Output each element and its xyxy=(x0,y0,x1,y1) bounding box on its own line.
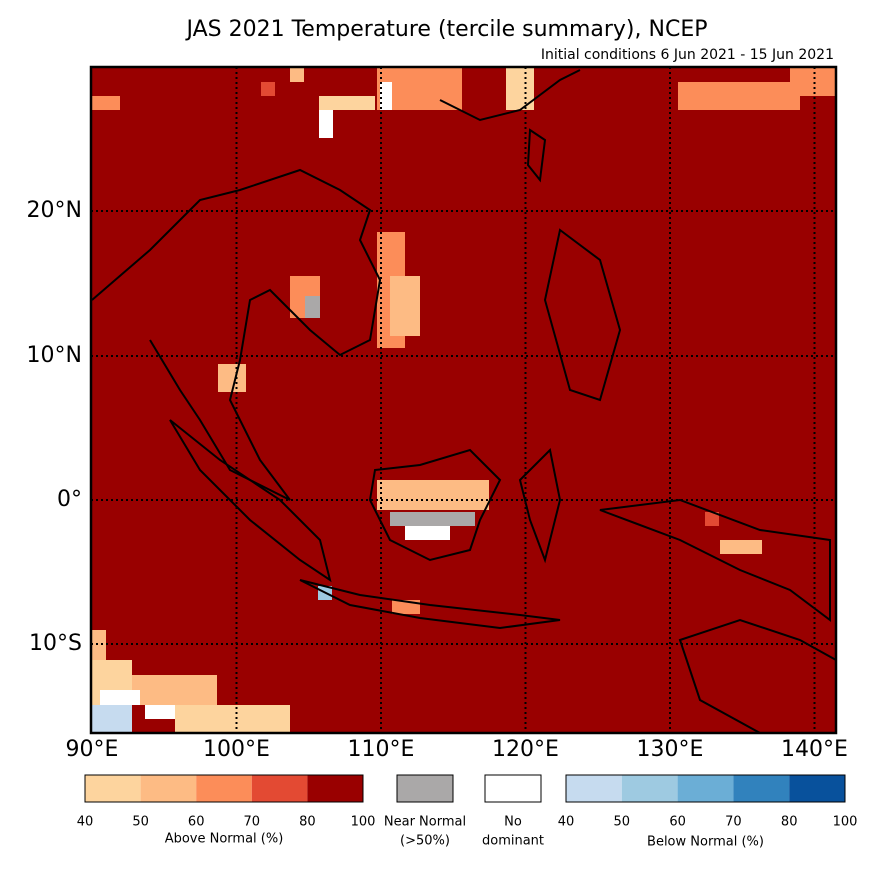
legend-tick: 50 xyxy=(614,815,631,830)
legend-swatch xyxy=(484,774,542,803)
legend-swatch xyxy=(733,775,790,802)
legend-tick: 70 xyxy=(725,815,742,830)
lon-label: 120°E xyxy=(492,737,559,762)
lon-label: 110°E xyxy=(348,737,415,762)
legend-tick: 60 xyxy=(669,815,686,830)
legend-sublabel: (>50%) xyxy=(400,834,450,849)
legend-tick: 60 xyxy=(188,815,205,830)
map-frame xyxy=(89,65,838,735)
legend-tick: 100 xyxy=(351,815,376,830)
subtitle: Initial conditions 6 Jun 2021 - 15 Jun 2… xyxy=(541,47,834,63)
lon-label: 140°E xyxy=(781,737,848,762)
legend-swatch xyxy=(140,775,197,802)
lat-label: 10°S xyxy=(29,631,82,656)
legend-frame xyxy=(565,774,846,803)
legend-swatch xyxy=(196,775,252,802)
legend-tick: 50 xyxy=(132,815,149,830)
legend-swatch xyxy=(677,775,734,802)
legend: 40 50 60 70 80 100 Above Normal (%) 40 50 60 70 80 1… xyxy=(77,774,858,850)
legend-swatch xyxy=(396,774,454,803)
map xyxy=(89,65,838,735)
legend-tick: 70 xyxy=(244,815,261,830)
legend-tick: 80 xyxy=(781,815,798,830)
legend-label: Above Normal (%) xyxy=(165,832,284,847)
map-background xyxy=(91,67,836,733)
legend-label: Near Normal xyxy=(384,815,466,830)
graticule xyxy=(91,67,836,733)
legend-swatch xyxy=(566,775,622,802)
legend-tick: 40 xyxy=(558,815,575,830)
legend-swatch xyxy=(789,775,845,802)
legend-tick: 80 xyxy=(299,815,316,830)
title: JAS 2021 Temperature (tercile summary), … xyxy=(185,17,708,42)
legend-label: No xyxy=(504,815,522,830)
lon-label: 130°E xyxy=(637,737,704,762)
legend-swatch xyxy=(621,775,678,802)
legend-frame xyxy=(84,774,364,803)
legend-sublabel: dominant xyxy=(482,834,544,849)
legend-tick: 40 xyxy=(77,815,94,830)
legend-swatch xyxy=(85,775,141,802)
coastlines xyxy=(91,69,837,734)
legend-swatch xyxy=(251,775,308,802)
lat-label: 0° xyxy=(57,487,82,512)
lon-label: 100°E xyxy=(203,737,270,762)
legend-label: Below Normal (%) xyxy=(647,835,764,850)
lat-label: 10°N xyxy=(27,343,82,368)
lon-label: 90°E xyxy=(66,737,119,762)
lat-label: 20°N xyxy=(27,198,82,223)
legend-swatch xyxy=(307,775,363,802)
legend-tick: 100 xyxy=(833,815,858,830)
